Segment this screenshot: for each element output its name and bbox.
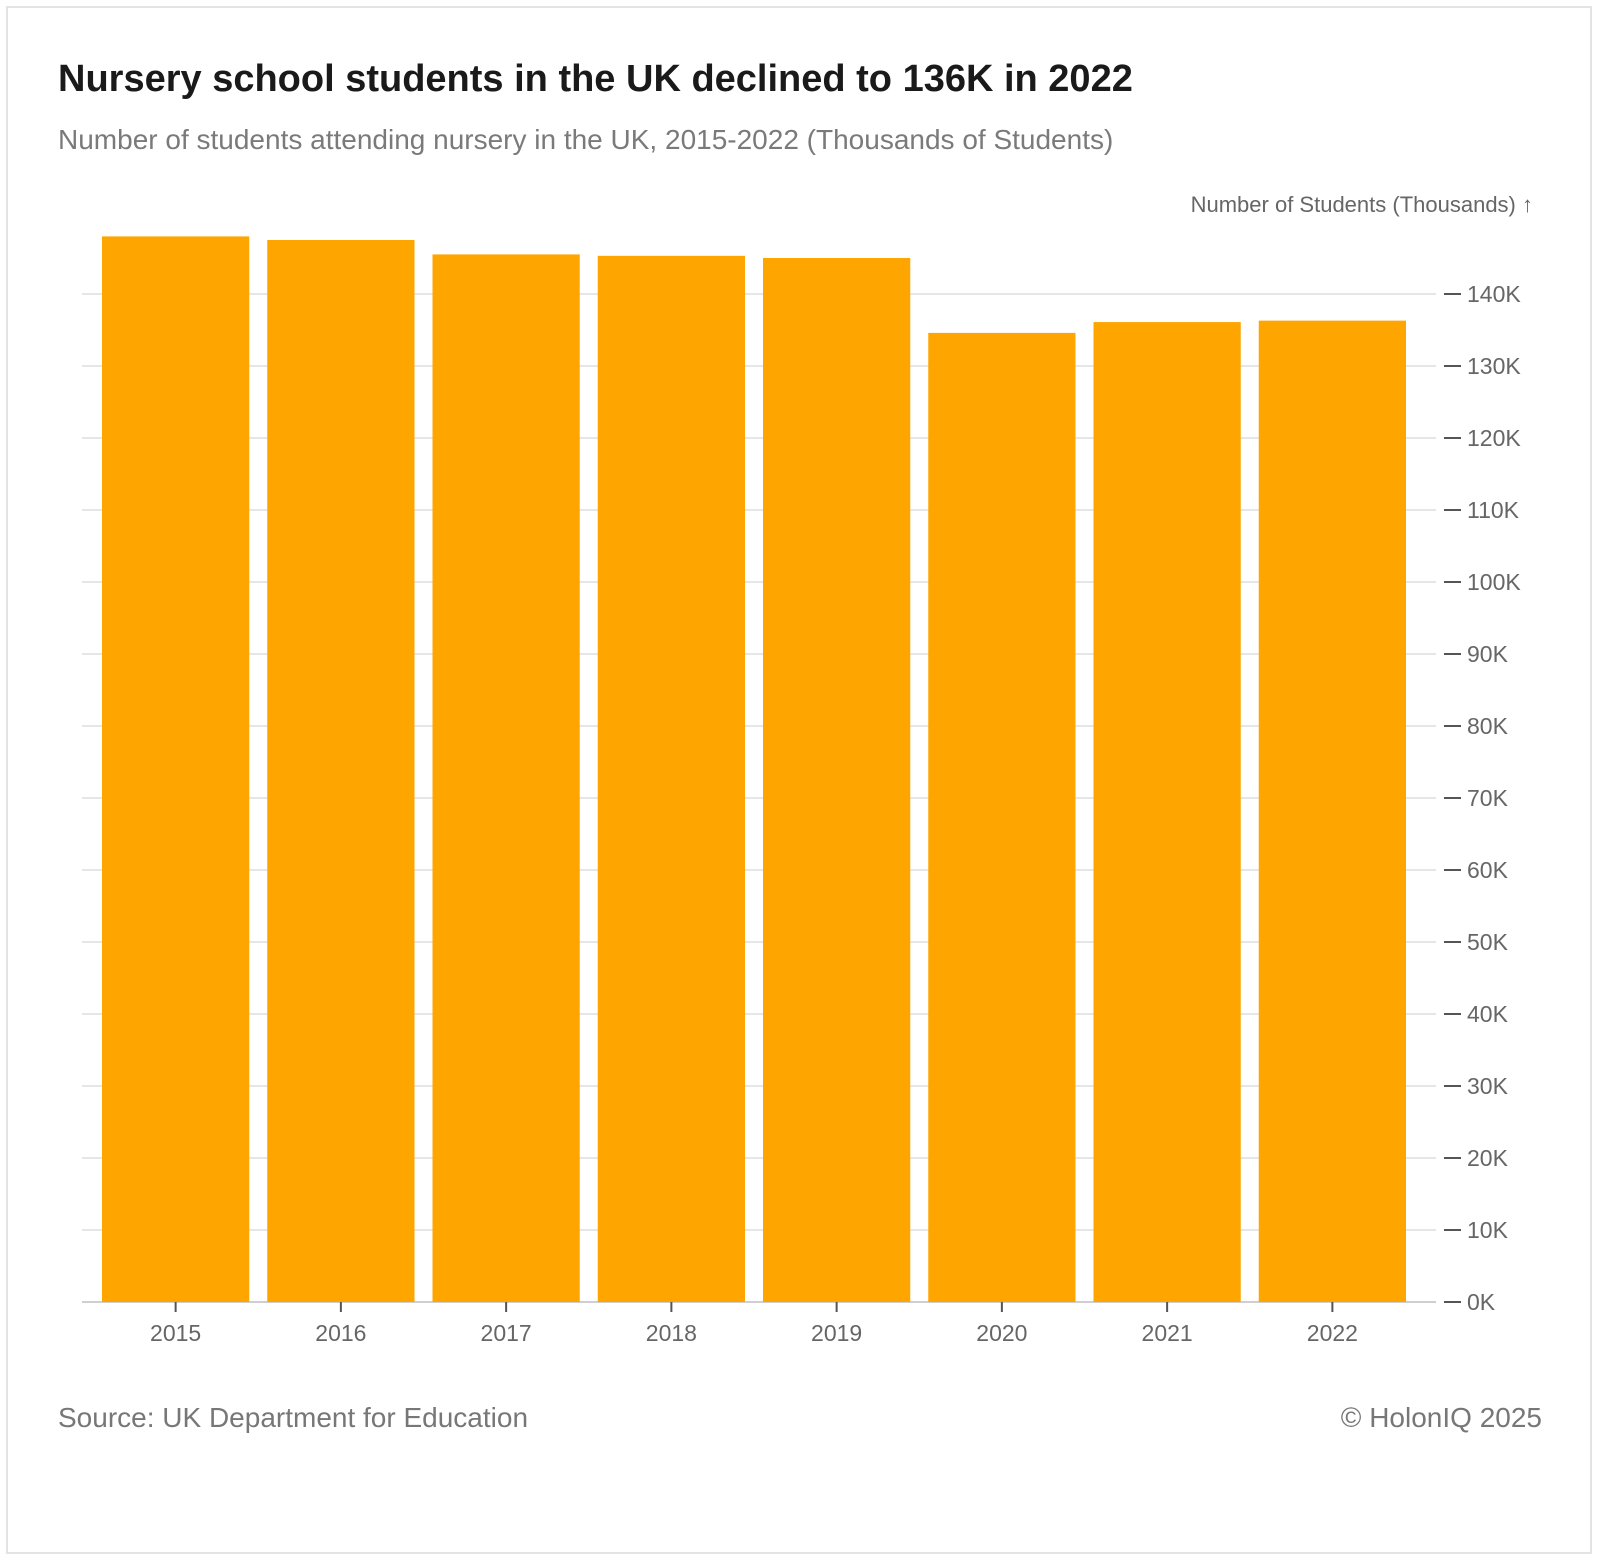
x-tick-label: 2022 xyxy=(1307,1320,1358,1346)
bars xyxy=(102,236,1406,1303)
y-tick-label: 110K xyxy=(1467,497,1520,523)
y-tick-label: 20K xyxy=(1467,1145,1509,1171)
y-tick-label: 90K xyxy=(1467,641,1509,667)
y-tick-label: 130K xyxy=(1467,353,1521,379)
bar-2016 xyxy=(267,240,415,1302)
y-tick-label: 60K xyxy=(1467,857,1509,883)
y-tick-label: 10K xyxy=(1467,1217,1509,1243)
bar-2015 xyxy=(102,236,250,1302)
x-tick-label: 2017 xyxy=(481,1320,532,1346)
chart-subtitle: Number of students attending nursery in … xyxy=(58,124,1114,155)
source-note: Source: UK Department for Education xyxy=(58,1402,529,1433)
y-tick-label: 80K xyxy=(1467,713,1509,739)
axes: 0K 10K 20K 30K 40K 50K 60K 70K 80K 90K 100K 110K 120… xyxy=(150,281,1521,1346)
x-tick-label: 2016 xyxy=(315,1320,366,1346)
bar-2017 xyxy=(432,254,580,1302)
bar-2019 xyxy=(763,258,911,1302)
x-tick-label: 2019 xyxy=(811,1320,862,1346)
y-tick-label: 70K xyxy=(1467,785,1509,811)
y-tick-label: 100K xyxy=(1467,569,1521,595)
bar-2021 xyxy=(1093,322,1241,1303)
y-axis-label: Number of Students (Thousands) ↑ xyxy=(1191,192,1533,217)
copyright-note: © HolonIQ 2025 xyxy=(1340,1402,1542,1433)
y-tick-label: 120K xyxy=(1467,425,1521,451)
y-tick-label: 40K xyxy=(1467,1001,1509,1027)
bar-2020 xyxy=(928,332,1076,1302)
x-tick-label: 2020 xyxy=(976,1320,1027,1346)
x-tick-label: 2015 xyxy=(150,1320,201,1346)
y-tick-label: 30K xyxy=(1467,1073,1509,1099)
y-tick-label: 0K xyxy=(1467,1289,1496,1315)
x-tick-label: 2018 xyxy=(646,1320,697,1346)
x-tick-label: 2021 xyxy=(1142,1320,1193,1346)
chart-title: Nursery school students in the UK declin… xyxy=(58,58,1133,100)
y-tick-label: 140K xyxy=(1467,281,1521,307)
bar-2022 xyxy=(1258,320,1406,1302)
y-tick-label: 50K xyxy=(1467,929,1509,955)
bar-2018 xyxy=(597,255,745,1303)
